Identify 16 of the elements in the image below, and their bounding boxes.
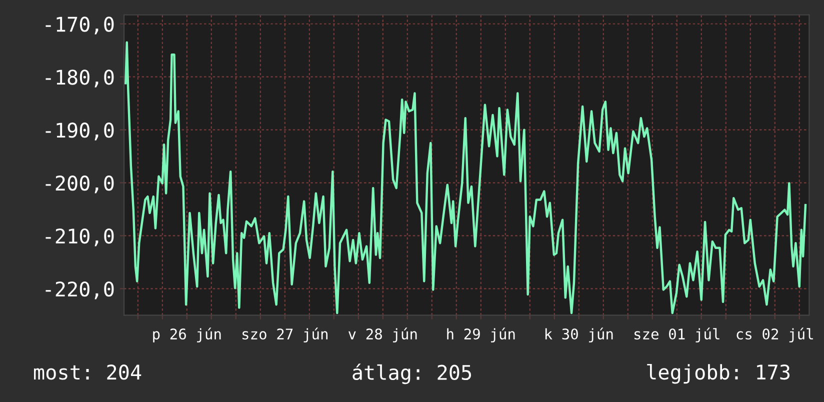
y-tick-label: -170,0 xyxy=(46,16,114,34)
x-tick-label: h 29 jún xyxy=(447,328,515,342)
text: most: 204 xyxy=(34,364,142,380)
y-tick-label: -210,0 xyxy=(46,228,114,246)
x-tick-label: v 28 jún xyxy=(348,328,417,342)
x-tick-label: k 30 jún xyxy=(545,328,613,342)
y-tick-label: -200,0 xyxy=(46,176,114,194)
x-tick-label: szo 27 jún xyxy=(242,328,328,342)
y-tick-label: -220,0 xyxy=(46,281,114,300)
text: átlag: 205 xyxy=(352,364,472,384)
text: legjobb: 173 xyxy=(647,364,790,384)
x-tick-label: p 26 jún xyxy=(153,328,221,342)
x-tick-label: cs 02 júl xyxy=(736,328,813,342)
y-tick-label: -190,0 xyxy=(46,122,114,140)
y-tick-label: -180,0 xyxy=(46,70,114,88)
x-tick-label: sze 01 júl xyxy=(634,328,720,342)
